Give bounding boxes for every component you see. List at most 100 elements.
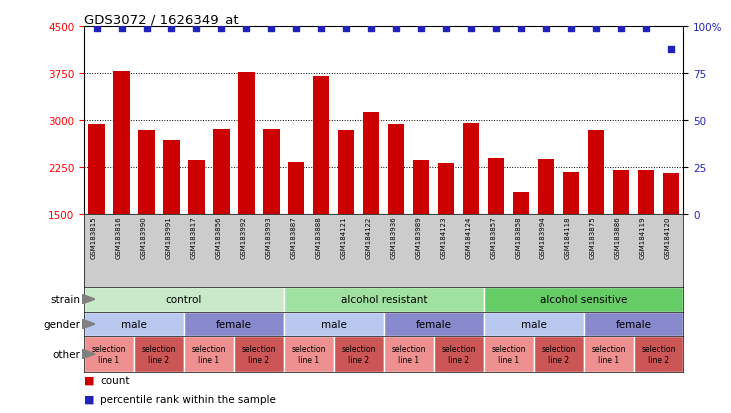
Text: GSM183858: GSM183858 <box>515 216 521 259</box>
Bar <box>284 312 384 337</box>
Bar <box>488 159 504 215</box>
Text: GSM184122: GSM184122 <box>366 216 371 259</box>
Text: other: other <box>53 349 80 359</box>
Text: GSM183856: GSM183856 <box>216 216 221 259</box>
Text: GSM183887: GSM183887 <box>290 216 296 259</box>
Text: ■: ■ <box>84 375 94 385</box>
Polygon shape <box>82 294 95 304</box>
Text: selection
line 1: selection line 1 <box>392 344 426 364</box>
Bar <box>184 312 284 337</box>
Text: GSM184121: GSM184121 <box>341 216 346 259</box>
Text: male: male <box>520 319 547 329</box>
Text: alcohol sensitive: alcohol sensitive <box>540 294 627 304</box>
Point <box>290 26 302 32</box>
Point <box>616 26 627 32</box>
Text: female: female <box>616 319 651 329</box>
Text: GSM183815: GSM183815 <box>91 216 96 259</box>
Text: selection
line 2: selection line 2 <box>542 344 576 364</box>
Point <box>240 26 252 32</box>
Bar <box>484 312 583 337</box>
Bar <box>213 130 230 215</box>
Text: GSM183993: GSM183993 <box>265 216 271 259</box>
Text: selection
line 2: selection line 2 <box>142 344 176 364</box>
Point <box>115 26 127 32</box>
Text: selection
line 2: selection line 2 <box>641 344 675 364</box>
Point <box>265 26 277 32</box>
Text: GSM183888: GSM183888 <box>315 216 322 259</box>
Point <box>640 26 652 32</box>
Text: GSM184123: GSM184123 <box>440 216 446 259</box>
Text: female: female <box>216 319 252 329</box>
Text: GSM183857: GSM183857 <box>491 216 496 259</box>
Text: male: male <box>121 319 147 329</box>
Text: GSM183816: GSM183816 <box>115 216 121 259</box>
Bar <box>288 162 305 215</box>
Text: GSM183886: GSM183886 <box>615 216 621 259</box>
Point <box>216 26 227 32</box>
Bar <box>388 125 404 215</box>
Point <box>415 26 427 32</box>
Bar <box>84 287 284 312</box>
Text: ■: ■ <box>84 394 94 404</box>
Text: GDS3072 / 1626349_at: GDS3072 / 1626349_at <box>84 13 239 26</box>
Point <box>366 26 377 32</box>
Bar <box>363 113 379 215</box>
Text: GSM183817: GSM183817 <box>191 216 197 259</box>
Point <box>140 26 152 32</box>
Bar <box>538 160 554 215</box>
Point <box>191 26 202 32</box>
Text: male: male <box>321 319 346 329</box>
Point <box>590 26 602 32</box>
Point <box>166 26 178 32</box>
Text: female: female <box>416 319 452 329</box>
Text: gender: gender <box>43 319 80 329</box>
Text: selection
line 1: selection line 1 <box>92 344 126 364</box>
Bar <box>163 140 180 215</box>
Point <box>341 26 352 32</box>
Bar <box>263 130 279 215</box>
Text: percentile rank within the sample: percentile rank within the sample <box>100 394 276 404</box>
Bar <box>413 161 429 215</box>
Text: GSM183990: GSM183990 <box>140 216 146 259</box>
Bar <box>484 337 534 372</box>
Text: strain: strain <box>50 294 80 304</box>
Point <box>565 26 577 32</box>
Point <box>440 26 452 32</box>
Bar <box>284 337 334 372</box>
Point <box>316 26 327 32</box>
Point <box>665 46 677 53</box>
Point <box>466 26 477 32</box>
Bar <box>638 171 654 215</box>
Point <box>491 26 502 32</box>
Text: GSM183992: GSM183992 <box>240 216 246 259</box>
Bar <box>563 173 579 215</box>
Bar <box>238 73 254 215</box>
Bar <box>138 131 155 215</box>
Bar <box>189 161 205 215</box>
Bar <box>634 337 683 372</box>
Bar <box>234 337 284 372</box>
Text: selection
line 1: selection line 1 <box>192 344 226 364</box>
Bar <box>613 170 629 215</box>
Bar <box>484 287 683 312</box>
Point <box>91 26 102 32</box>
Bar <box>663 173 679 215</box>
Bar <box>313 77 330 215</box>
Bar <box>513 192 529 215</box>
Bar <box>84 337 134 372</box>
Text: count: count <box>100 375 129 385</box>
Text: selection
line 1: selection line 1 <box>491 344 526 364</box>
Text: GSM184119: GSM184119 <box>640 216 646 259</box>
Bar <box>134 337 184 372</box>
Bar <box>583 337 634 372</box>
Bar <box>384 312 484 337</box>
Bar <box>588 130 605 215</box>
Text: control: control <box>166 294 202 304</box>
Text: selection
line 2: selection line 2 <box>341 344 376 364</box>
Text: GSM184120: GSM184120 <box>665 216 671 259</box>
Bar <box>583 312 683 337</box>
Bar <box>184 337 234 372</box>
Text: GSM184124: GSM184124 <box>465 216 471 259</box>
Text: selection
line 1: selection line 1 <box>292 344 326 364</box>
Text: GSM183875: GSM183875 <box>590 216 596 259</box>
